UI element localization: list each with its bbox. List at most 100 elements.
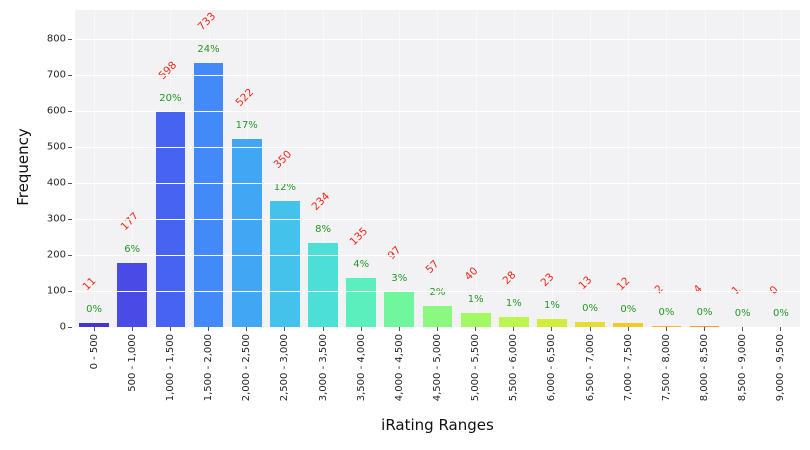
x-tick-label: 8,000 - 8,500 [699,334,711,402]
x-tick: 5,000 - 5,500 [457,327,495,401]
percent-label: 1% [505,297,522,309]
x-tick-label: 4,000 - 4,500 [393,334,405,402]
x-tick: 8,000 - 8,500 [686,327,724,401]
x-tick-mark [398,327,400,331]
bar-slot: 0% 12 [609,10,647,327]
x-axis-ticks: 0 - 500 500 - 1,000 1,000 - 1,500 1,500 - 2… [75,327,800,401]
percent-label: 4% [353,259,370,271]
bar [231,138,262,327]
bar-slot: 0%1 [724,10,762,327]
x-tick-label: 8,500 - 9,000 [737,334,749,402]
value-label: 177 [118,210,142,234]
bar-slot: 1% 40 [457,10,495,327]
percent-label: 6% [124,244,141,256]
x-tick: 9,000 - 9,500 [762,327,800,401]
x-tick-label: 500 - 1,000 [126,334,138,392]
y-tick-label: 800 [46,33,66,45]
x-tick-label: 2,000 - 2,500 [241,334,253,402]
x-tick: 0 - 500 [75,327,113,401]
x-tick-mark [322,327,324,331]
gridline-vertical [666,10,668,327]
gridline [75,146,800,148]
value-label: 350 [271,148,295,171]
bar [79,323,109,327]
bar [422,306,453,327]
bar-slot: 0% 11 [75,10,113,327]
bar [193,62,224,327]
gridline-vertical [475,10,477,327]
x-tick-label: 6,000 - 6,500 [546,334,558,402]
percent-label: 0% [772,308,789,319]
gridline-vertical [132,10,134,327]
y-tick-label: 0 [59,321,66,333]
bar-slot: 2% 57 [418,10,456,327]
x-tick: 8,500 - 9,000 [724,327,762,401]
gridline [75,74,800,76]
bar-slot: 4% 135 [342,10,380,327]
bar [460,312,491,327]
y-tick-mark [68,290,72,292]
x-tick-label: 3,500 - 4,000 [355,334,367,402]
percent-label: 0% [696,306,713,318]
percent-label: 1% [544,299,560,311]
bar-slot: 20% 598 [151,10,189,327]
y-axis-ticks: 0 100 200 300 400 500 600 700 800 [0,10,72,333]
bar [117,263,148,327]
x-tick-mark [589,327,591,331]
gridline-vertical [361,10,363,327]
x-tick-label: 5,500 - 6,000 [508,334,520,402]
x-tick-mark [704,327,706,331]
y-tick-label: 400 [46,177,66,189]
percent-label: 12% [273,181,296,193]
bar-slot: 1% 28 [495,10,533,327]
bar-slot: 0% 4 [686,10,724,327]
x-tick-label: 1,000 - 1,500 [164,334,176,402]
y-tick-label: 100 [46,285,66,297]
value-label: 598 [156,58,180,82]
bar-slot: 12% 350 [266,10,304,327]
value-label: 40 [462,264,481,283]
x-tick-mark [513,327,515,331]
bar [689,325,720,327]
x-tick: 4,000 - 4,500 [380,327,418,401]
value-label: 13 [576,274,595,293]
percent-label: 1% [467,293,484,305]
x-tick-label: 5,000 - 5,500 [470,334,482,402]
value-label: 2 [652,283,667,297]
x-tick-mark [627,327,629,331]
x-tick-mark [360,327,362,331]
bar [269,200,300,327]
x-tick-label: 3,000 - 3,500 [317,334,329,402]
bar-slot: 17% 522 [228,10,266,327]
bar [308,242,338,327]
bar-slot: 0% 2 [647,10,685,327]
x-tick: 5,500 - 6,000 [495,327,533,401]
percent-label: 0% [582,303,599,315]
bar [613,322,644,327]
x-tick-label: 0 - 500 [88,334,100,370]
percent-label: 0% [620,303,637,315]
gridline [75,110,800,112]
percent-label: 20% [159,92,182,104]
x-tick: 2,500 - 3,000 [266,327,304,401]
x-tick-mark [208,327,210,331]
x-tick-mark [246,327,248,331]
x-tick: 1,000 - 1,500 [151,327,189,401]
bar [537,318,567,327]
bar [651,326,682,327]
x-tick-label: 4,500 - 5,000 [431,334,443,402]
gridline-vertical [94,10,96,327]
bar-slot: 1% 23 [533,10,571,327]
bar-slots: 0% 11 6% 177 20% 598 24% 733 17% 522 12% 350 8% 234 4%… [75,10,800,327]
x-tick-mark [780,327,782,331]
percent-label: 3% [391,273,408,285]
percent-label: 0% [86,304,103,316]
x-tick-label: 7,000 - 7,500 [622,334,634,402]
x-tick: 3,000 - 3,500 [304,327,342,401]
bar [346,278,377,327]
x-tick: 1,500 - 2,000 [189,327,227,401]
value-label: 234 [309,190,333,213]
percent-label: 0% [658,307,675,319]
plot-area: 0% 11 6% 177 20% 598 24% 733 17% 522 12% 350 8% 234 4%… [75,10,800,328]
